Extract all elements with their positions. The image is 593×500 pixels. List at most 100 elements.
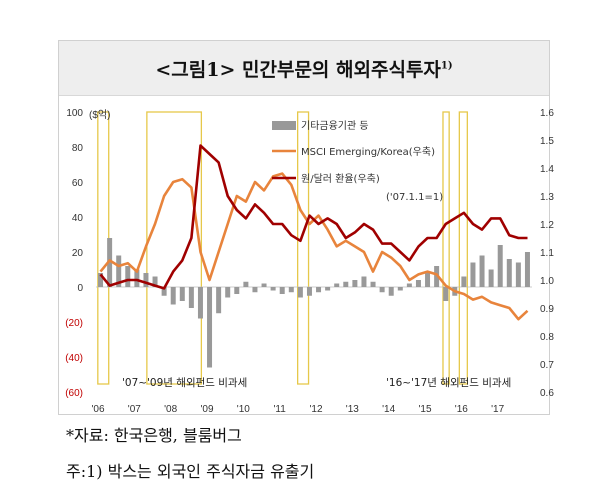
y-left-tick-label: (20) bbox=[65, 318, 83, 329]
bar-mark bbox=[379, 287, 385, 293]
y-left-tick-label: (60) bbox=[65, 388, 83, 399]
bar-mark bbox=[279, 287, 285, 294]
bar-mark bbox=[443, 287, 449, 301]
y-left-tick-label: (40) bbox=[65, 353, 83, 364]
bar-mark bbox=[161, 287, 167, 296]
bar-mark bbox=[470, 262, 476, 287]
bar-mark bbox=[216, 287, 222, 314]
legend-bars-swatch bbox=[272, 121, 296, 130]
bar-mark bbox=[107, 238, 113, 287]
y-right-tick-label: 1.0 bbox=[540, 276, 554, 287]
y-right-tick-label: 0.7 bbox=[540, 360, 554, 371]
y-right-tick-label: 1.6 bbox=[540, 108, 554, 119]
outflow-box-3 bbox=[442, 111, 450, 385]
bar-mark bbox=[506, 259, 512, 287]
note-footnote: 주:1) 박스는 외국인 주식자금 유출기 bbox=[66, 462, 315, 481]
bar-mark bbox=[497, 245, 503, 287]
bar-mark bbox=[325, 287, 331, 291]
bar-mark bbox=[143, 273, 149, 287]
y-left-tick-label: 60 bbox=[72, 178, 84, 189]
title-superscript: 1) bbox=[440, 60, 453, 72]
y-right-tick-label: 0.6 bbox=[540, 388, 554, 399]
bar-mark bbox=[188, 287, 194, 308]
y-right-tick-label: 1.3 bbox=[540, 192, 554, 203]
x-tick-label: '16 bbox=[455, 404, 468, 415]
bar-mark bbox=[406, 283, 412, 287]
bar-mark bbox=[524, 252, 530, 287]
bar-mark bbox=[297, 287, 303, 298]
bar-mark bbox=[352, 280, 358, 287]
bar-mark bbox=[98, 273, 104, 287]
bar-mark bbox=[252, 287, 258, 293]
bar-mark bbox=[116, 255, 122, 287]
y-left-unit-label: ($억) bbox=[89, 109, 110, 121]
fx-series-line bbox=[99, 144, 528, 290]
x-tick-label: '08 bbox=[164, 404, 177, 415]
legend-bars-label: 기타금융기관 등 bbox=[301, 120, 369, 132]
x-tick-label: '09 bbox=[200, 404, 213, 415]
bar-mark bbox=[306, 287, 312, 296]
outflow-box-0 bbox=[97, 111, 110, 385]
x-tick-label: '07 bbox=[128, 404, 141, 415]
bar-mark bbox=[261, 283, 267, 287]
legend-fx-label: 원/달러 환율(우축) bbox=[301, 173, 380, 185]
x-tick-label: '13 bbox=[346, 404, 359, 415]
x-tick-label: '14 bbox=[382, 404, 395, 415]
bar-mark bbox=[479, 255, 485, 287]
bar-mark bbox=[334, 283, 340, 287]
chart-frame: <그림1> 민간부문의 해외주식투자1) bbox=[58, 40, 550, 415]
outflow-box-1 bbox=[146, 111, 203, 385]
outflow-box-2 bbox=[296, 111, 310, 385]
bar-mark bbox=[316, 287, 322, 293]
y-left-tick-label: 80 bbox=[72, 143, 84, 154]
legend-base-note: ('07.1.1=1) bbox=[386, 192, 443, 203]
y-right-tick-label: 0.8 bbox=[540, 332, 554, 343]
source-footnote: *자료: 한국은행, 블룸버그 bbox=[66, 426, 242, 445]
x-tick-label: '12 bbox=[309, 404, 322, 415]
bar-mark bbox=[415, 280, 421, 287]
annotation-right: '16~'17년 해외펀드 비과세 bbox=[386, 376, 511, 389]
bar-mark bbox=[434, 266, 440, 287]
title-bar: <그림1> 민간부문의 해외주식투자1) bbox=[59, 41, 549, 96]
x-tick-label: '17 bbox=[491, 404, 504, 415]
y-left-tick-label: 20 bbox=[72, 248, 84, 259]
bar-mark bbox=[425, 273, 431, 287]
y-right-tick-label: 1.5 bbox=[540, 136, 554, 147]
bar-mark bbox=[225, 287, 231, 298]
bar-mark bbox=[370, 281, 376, 287]
x-tick-label: '15 bbox=[418, 404, 431, 415]
bar-mark bbox=[270, 287, 276, 291]
bar-mark bbox=[197, 287, 203, 319]
y-right-tick-label: 1.2 bbox=[540, 220, 554, 231]
bar-mark bbox=[243, 281, 249, 287]
annotation-left: '07~'09년 해외펀드 비과세 bbox=[122, 376, 247, 389]
bar-mark bbox=[488, 269, 494, 287]
chart-title: <그림1> 민간부문의 해외주식투자1) bbox=[155, 58, 453, 81]
msci-series-line bbox=[99, 172, 529, 321]
outflow-box-4 bbox=[458, 111, 468, 385]
bar-mark bbox=[179, 287, 185, 301]
bar-mark bbox=[288, 287, 294, 293]
bar-mark bbox=[125, 266, 131, 287]
bar-mark bbox=[207, 287, 213, 368]
bar-mark bbox=[515, 262, 521, 287]
y-left-tick-label: 0 bbox=[77, 283, 83, 294]
y-right-tick-label: 1.4 bbox=[540, 164, 554, 175]
x-tick-label: '10 bbox=[237, 404, 250, 415]
bar-mark bbox=[234, 287, 240, 294]
bar-mark bbox=[170, 287, 176, 305]
bar-mark bbox=[134, 269, 140, 287]
bar-mark bbox=[361, 276, 367, 287]
bar-mark bbox=[461, 276, 467, 287]
bar-mark bbox=[388, 287, 394, 296]
legend-msci-label: MSCI Emerging/Korea(우축) bbox=[301, 146, 435, 158]
bar-mark bbox=[343, 281, 349, 287]
y-left-tick-label: 40 bbox=[72, 213, 84, 224]
y-right-tick-label: 0.9 bbox=[540, 304, 554, 315]
x-tick-label: '11 bbox=[274, 404, 287, 415]
x-tick-label: '06 bbox=[91, 404, 104, 415]
bar-mark bbox=[397, 287, 403, 291]
y-right-tick-label: 1.1 bbox=[540, 248, 554, 259]
bar-mark bbox=[152, 276, 158, 287]
